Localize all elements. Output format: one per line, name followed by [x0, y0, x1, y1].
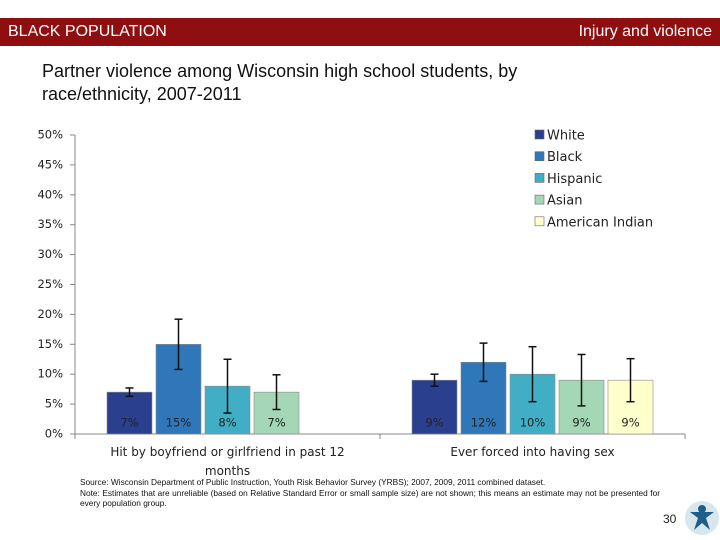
legend-label: Hispanic — [547, 172, 602, 187]
bar — [411, 379, 458, 435]
value-label: 15% — [166, 416, 192, 430]
y-tick-label: 35% — [37, 217, 63, 231]
legend-swatch — [534, 173, 545, 183]
y-tick-label: 45% — [37, 157, 63, 171]
value-label: 8% — [218, 416, 236, 430]
legend-swatch — [534, 194, 545, 205]
value-label: 10% — [520, 416, 546, 430]
y-tick-label: 40% — [37, 187, 63, 201]
y-tick-label: 15% — [37, 337, 63, 351]
legend-label: American Indian — [547, 215, 653, 230]
value-label: 9% — [425, 416, 443, 430]
page-number: 30 — [663, 512, 677, 526]
section-label: BLACK POPULATION — [8, 23, 167, 40]
footer: Source: Wisconsin Department of Public I… — [80, 477, 660, 509]
legend-swatch — [534, 216, 545, 227]
y-tick-label: 30% — [37, 247, 63, 261]
value-label: 9% — [621, 416, 639, 430]
source-note: Source: Wisconsin Department of Public I… — [80, 477, 546, 487]
header-bar — [0, 18, 720, 46]
legend-swatch — [534, 151, 545, 161]
x-tick-label: Ever forced into having sex — [450, 445, 615, 459]
value-label: 9% — [572, 416, 590, 430]
legend-label: White — [547, 129, 585, 144]
x-tick-label: Hit by boyfriend or girlfriend in past 1… — [110, 445, 345, 478]
legend-label: Black — [547, 150, 583, 165]
y-tick-label: 10% — [37, 367, 63, 381]
legend-label: Asian — [547, 194, 582, 209]
value-label: 7% — [120, 416, 138, 430]
y-tick-label: 20% — [37, 307, 63, 321]
topic-label: Injury and violence — [578, 23, 712, 40]
legend-swatch — [534, 129, 545, 140]
y-tick-label: 25% — [37, 277, 63, 291]
y-tick-label: 50% — [37, 128, 63, 142]
y-tick-label: 5% — [45, 397, 63, 411]
value-label: 12% — [471, 416, 497, 430]
note: Note: Estimates that are unreliable (bas… — [80, 487, 660, 509]
chart-title: Partner violence among Wisconsin high sc… — [42, 61, 518, 104]
y-tick-label: 0% — [45, 427, 63, 441]
value-label: 7% — [267, 416, 285, 430]
bar — [106, 391, 153, 435]
